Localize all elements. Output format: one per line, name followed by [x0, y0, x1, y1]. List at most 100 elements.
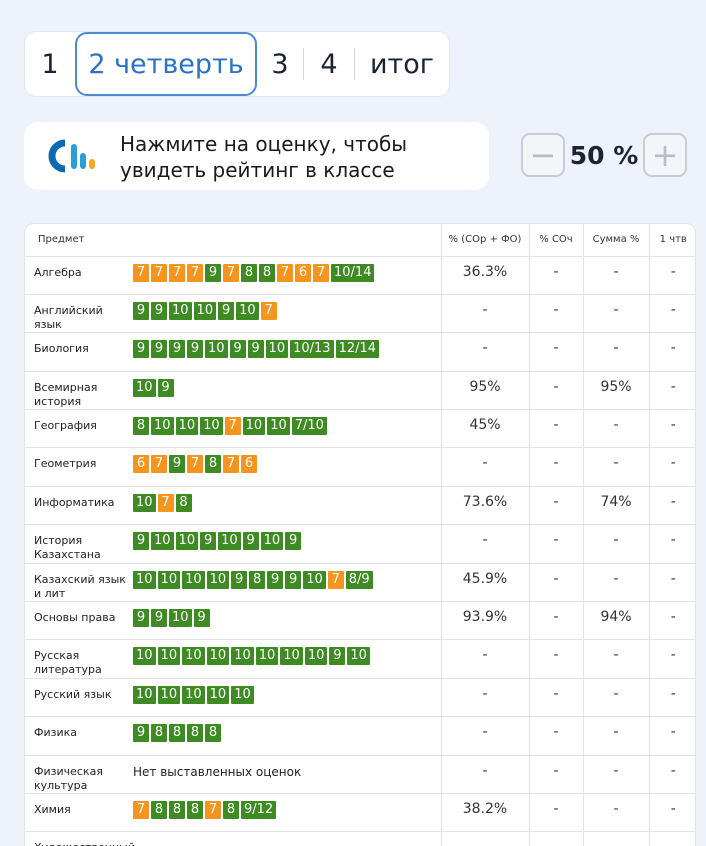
grade-badge[interactable]: 10: [133, 493, 156, 512]
grade-badge[interactable]: 10: [182, 570, 205, 589]
grade-badge[interactable]: 10: [218, 532, 241, 551]
tab-term-1[interactable]: 1: [41, 48, 59, 80]
grade-badge[interactable]: 9: [329, 647, 346, 666]
tab-term-4[interactable]: 4: [320, 48, 338, 80]
grade-badge[interactable]: 9: [157, 378, 174, 397]
grade-badge[interactable]: 9: [133, 340, 149, 359]
grade-badge[interactable]: 9: [133, 609, 149, 628]
grade-badge[interactable]: 9: [218, 301, 235, 320]
grade-badge[interactable]: 9: [133, 724, 149, 743]
grade-badge[interactable]: 7: [260, 301, 277, 320]
grade-badge[interactable]: 7: [157, 493, 174, 512]
grade-badge[interactable]: 8: [169, 724, 185, 743]
grade-badge[interactable]: 9: [267, 570, 284, 589]
grade-badge[interactable]: 10: [206, 647, 230, 666]
grade-badge[interactable]: 10/13: [290, 340, 334, 359]
grade-badge[interactable]: 7: [133, 263, 149, 282]
grade-badge[interactable]: 12/14: [335, 340, 380, 359]
grade-badge[interactable]: 7: [277, 263, 293, 282]
grade-badge[interactable]: 9: [169, 340, 185, 359]
grade-badge[interactable]: 8: [249, 570, 266, 589]
grade-badge[interactable]: 10: [175, 417, 199, 436]
grade-badge[interactable]: 8: [259, 263, 275, 282]
grade-badge[interactable]: 8: [151, 724, 167, 743]
grade-badge[interactable]: 7: [151, 455, 167, 474]
grade-badge[interactable]: 8: [187, 800, 203, 819]
grade-badge[interactable]: 9: [200, 532, 217, 551]
grade-badge[interactable]: 10: [231, 685, 254, 704]
grade-badge[interactable]: 6: [133, 455, 149, 474]
grade-badge[interactable]: 10: [157, 647, 181, 666]
grade-badge[interactable]: 9: [229, 340, 246, 359]
decrease-percent-button[interactable]: −: [521, 133, 565, 177]
grade-badge[interactable]: 7: [133, 800, 149, 819]
grade-badge[interactable]: 10: [133, 570, 156, 589]
grade-badge[interactable]: 9: [151, 609, 167, 628]
grade-badge[interactable]: 10: [133, 378, 156, 397]
grade-badge[interactable]: 10: [231, 647, 254, 666]
grade-badge[interactable]: 9: [247, 340, 264, 359]
grade-badge[interactable]: 9: [242, 532, 259, 551]
grade-badge[interactable]: 7/10: [291, 417, 327, 436]
grade-badge[interactable]: 10: [347, 647, 370, 666]
grade-badge[interactable]: 8: [187, 724, 203, 743]
grade-badge[interactable]: 9/12: [241, 800, 277, 819]
grade-badge[interactable]: 10/14: [331, 263, 375, 282]
grade-badge[interactable]: 8: [205, 455, 221, 474]
grade-badge[interactable]: 10: [205, 340, 228, 359]
tab-term-3[interactable]: 3: [271, 48, 289, 80]
grade-badge[interactable]: 10: [157, 570, 181, 589]
grade-badge[interactable]: 9: [151, 301, 167, 320]
grade-badge[interactable]: 10: [236, 301, 259, 320]
grade-badge[interactable]: 10: [175, 532, 199, 551]
grade-badge[interactable]: 10: [151, 417, 174, 436]
grade-badge[interactable]: 7: [327, 570, 344, 589]
grade-badge[interactable]: 7: [313, 263, 329, 282]
grade-badge[interactable]: 9: [231, 570, 248, 589]
grade-badge[interactable]: 10: [182, 685, 205, 704]
grade-badge[interactable]: 10: [133, 647, 156, 666]
grade-badge[interactable]: 9: [193, 609, 210, 628]
grade-badge[interactable]: 9: [285, 532, 302, 551]
grade-badge[interactable]: 9: [133, 532, 149, 551]
grade-badge[interactable]: 10: [255, 647, 279, 666]
grade-badge[interactable]: 10: [157, 685, 181, 704]
tab-term-2-active[interactable]: 2 четверть: [75, 32, 257, 96]
grade-badge[interactable]: 7: [223, 455, 239, 474]
grade-badge[interactable]: 10: [304, 647, 328, 666]
grade-badge[interactable]: 10: [206, 685, 230, 704]
grade-badge[interactable]: 10: [265, 340, 289, 359]
increase-percent-button[interactable]: +: [643, 133, 687, 177]
grade-badge[interactable]: 10: [303, 570, 326, 589]
grade-badge[interactable]: 8: [151, 800, 167, 819]
grade-badge[interactable]: 6: [241, 455, 257, 474]
grade-badge[interactable]: 10: [200, 417, 223, 436]
grade-badge[interactable]: 6: [295, 263, 311, 282]
grade-badge[interactable]: 9: [151, 340, 167, 359]
grade-badge[interactable]: 8: [205, 724, 221, 743]
grade-badge[interactable]: 10: [260, 532, 284, 551]
grade-badge[interactable]: 7: [187, 263, 203, 282]
grade-badge[interactable]: 10: [193, 301, 217, 320]
grade-badge[interactable]: 10: [280, 647, 303, 666]
grade-badge[interactable]: 9: [133, 301, 149, 320]
grade-badge[interactable]: 10: [242, 417, 266, 436]
grade-badge[interactable]: 8: [175, 493, 192, 512]
grade-badge[interactable]: 8: [223, 800, 239, 819]
grade-badge[interactable]: 7: [187, 455, 203, 474]
grade-badge[interactable]: 7: [151, 263, 167, 282]
grade-badge[interactable]: 10: [267, 417, 290, 436]
grade-badge[interactable]: 10: [206, 570, 230, 589]
grade-badge[interactable]: 9: [169, 455, 185, 474]
grade-badge[interactable]: 7: [169, 263, 185, 282]
grade-badge[interactable]: 10: [169, 301, 192, 320]
grade-badge[interactable]: 8/9: [345, 570, 373, 589]
grade-badge[interactable]: 7: [224, 417, 241, 436]
grade-badge[interactable]: 8: [169, 800, 185, 819]
grade-badge[interactable]: 10: [133, 685, 156, 704]
grade-badge[interactable]: 9: [205, 263, 221, 282]
grade-badge[interactable]: 7: [205, 800, 221, 819]
grade-badge[interactable]: 9: [285, 570, 302, 589]
grade-badge[interactable]: 10: [182, 647, 205, 666]
grade-badge[interactable]: 10: [151, 532, 174, 551]
